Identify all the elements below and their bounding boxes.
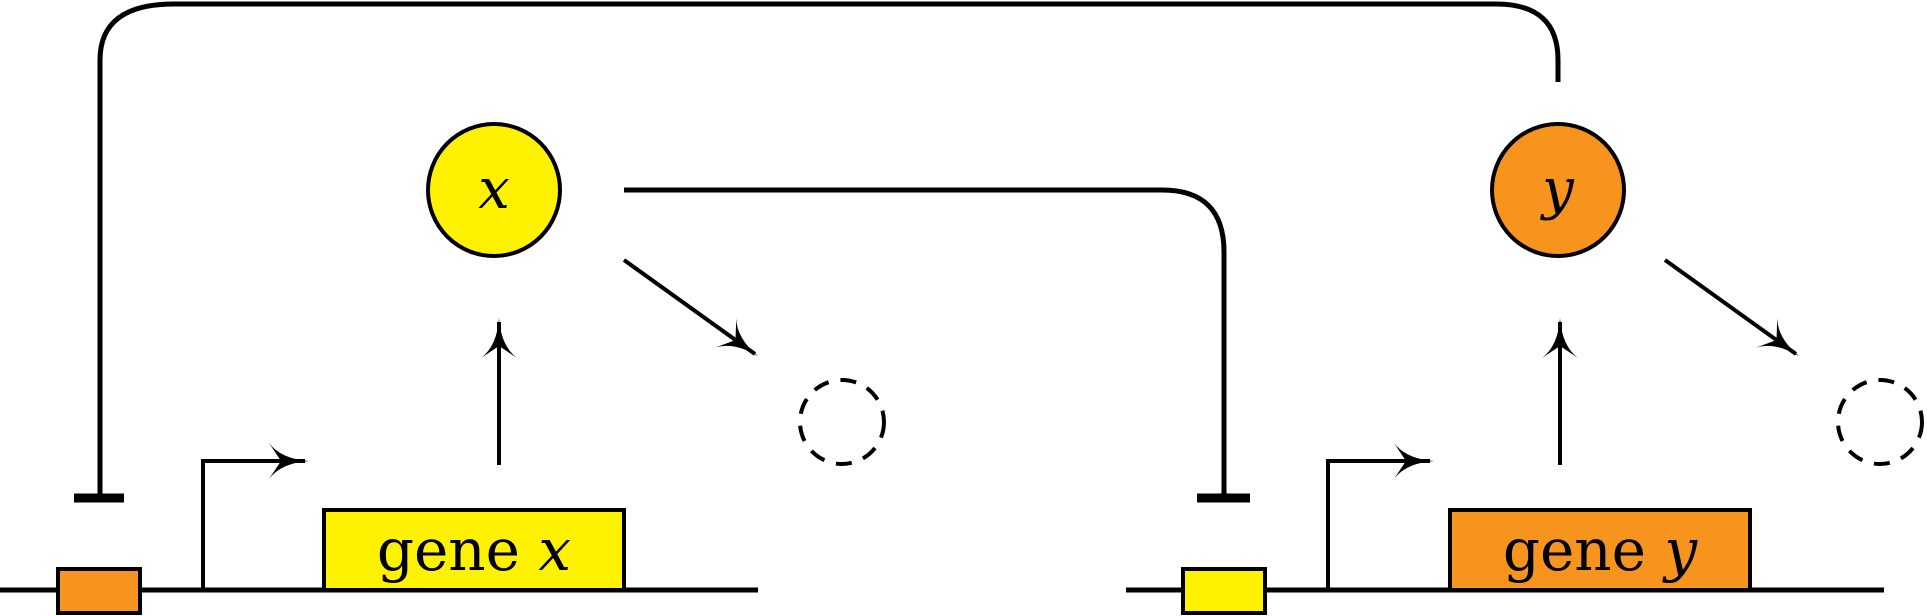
degradation-arrow-x [622, 258, 759, 357]
gene-label-x: gene x [377, 516, 571, 584]
degradation-node-y [1836, 378, 1924, 466]
repression-link-y-to-x [97, 1, 1561, 494]
gene-label-y: gene y [1503, 516, 1699, 584]
transcription-start-arrow-y [1326, 443, 1434, 590]
transcription-start-arrow-x [201, 443, 309, 590]
repression-link-x-to-y [624, 187, 1227, 494]
gene-box-y [1448, 508, 1752, 592]
protein-label-y: y [1539, 157, 1575, 222]
promoter-box-y [1181, 567, 1267, 615]
protein-label-x: x [478, 157, 510, 222]
gene-box-x [322, 508, 626, 592]
degradation-node-x [798, 378, 886, 466]
protein-node-x [426, 122, 562, 258]
degradation-arrow-y [1663, 258, 1800, 357]
protein-node-y [1490, 122, 1626, 258]
promoter-box-x [56, 567, 142, 615]
